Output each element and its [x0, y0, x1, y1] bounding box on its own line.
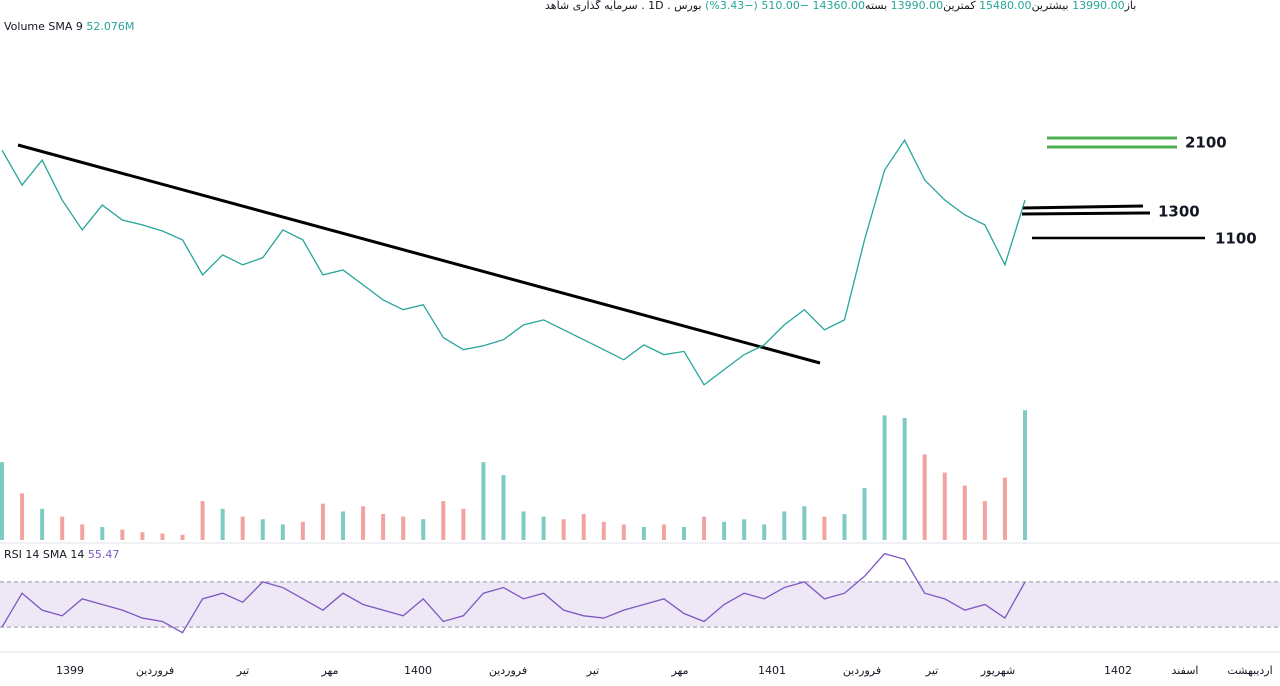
volume-bar	[200, 501, 205, 540]
volume-legend-value: 52.076M	[86, 20, 134, 33]
x-tick-label: 1402	[1104, 664, 1132, 677]
volume-bar	[240, 516, 245, 540]
volume-bar	[1002, 477, 1007, 540]
x-tick-label: 1400	[404, 664, 432, 677]
volume-bar	[942, 472, 947, 540]
trendline	[17, 143, 821, 365]
volume-bar	[802, 506, 807, 540]
volume-bar	[60, 516, 65, 540]
x-tick-label: تیر	[925, 664, 938, 677]
volume-bar	[461, 508, 466, 540]
rsi-legend-name: RSI 14 SMA 14	[4, 548, 84, 561]
x-tick-label: تیر	[586, 664, 599, 677]
volume-bar	[300, 521, 305, 540]
volume-bar	[381, 514, 386, 540]
x-tick-label: شهریور	[980, 664, 1015, 677]
volume-bar	[702, 516, 707, 540]
volume-bar	[902, 417, 907, 540]
volume-bar	[621, 524, 626, 540]
x-tick-label: فروردین	[489, 664, 527, 677]
x-tick-label: فروردین	[136, 664, 174, 677]
volume-bar	[20, 493, 25, 540]
volume-bar	[822, 516, 827, 540]
volume-bar	[180, 534, 185, 540]
volume-bar	[601, 521, 606, 540]
low-label: کمترین	[943, 0, 976, 12]
volume-bar	[541, 516, 546, 540]
x-tick-label: مهر	[670, 664, 688, 677]
volume-bar	[862, 488, 867, 540]
level-label: 2100	[1185, 134, 1227, 152]
x-tick-label: 1399	[56, 664, 84, 677]
level-label: 1300	[1158, 203, 1200, 221]
symbol: بورس . 1D . سرمایه گذاری شاهد	[545, 0, 702, 12]
volume-bar	[341, 511, 345, 540]
volume-bar	[581, 514, 586, 540]
header: باز13990.00 بیشترین15480.00 کمترین13990.…	[545, 0, 1136, 12]
volume-bar	[501, 475, 506, 540]
volume-bar	[982, 501, 987, 540]
rsi-band	[0, 581, 1280, 628]
volume-bar	[280, 524, 285, 540]
volume-bar	[882, 415, 887, 540]
volume-bar	[561, 519, 566, 540]
x-tick-label: تیر	[236, 664, 249, 677]
volume-bar	[521, 511, 526, 540]
close-label: بسته	[865, 0, 887, 12]
volume-bar	[742, 519, 747, 540]
close: 14360.00	[813, 0, 866, 12]
volume-legend-name: Volume SMA 9	[4, 20, 83, 33]
open: 13990.00	[1072, 0, 1125, 12]
volume-bar	[962, 485, 967, 540]
high-label: بیشترین	[1032, 0, 1069, 12]
volume-bar	[722, 521, 727, 540]
x-tick-label: فروردین	[843, 664, 881, 677]
price-line	[1, 138, 1026, 386]
volume-bar	[220, 508, 225, 540]
open-label: باز	[1124, 0, 1137, 12]
volume-bar	[1023, 410, 1027, 540]
volume-bar	[641, 527, 646, 540]
x-tick-label: مهر	[320, 664, 338, 677]
volume-bar	[401, 516, 406, 540]
volume-bar	[481, 462, 486, 540]
volume-bar	[100, 527, 105, 540]
rsi-line	[1, 552, 1026, 634]
x-tick-label: 1401	[758, 664, 786, 677]
level-label: 1100	[1215, 230, 1257, 248]
volume-bar	[762, 524, 767, 540]
high: 15480.00	[979, 0, 1032, 12]
volume-bar	[682, 527, 686, 540]
volume-bar	[0, 462, 4, 540]
volume-legend: Volume SMA 9 52.076M	[4, 20, 134, 33]
volume-bar	[160, 533, 165, 540]
volume-bar	[661, 524, 666, 540]
volume-bar	[782, 511, 787, 540]
rsi-legend-value: 55.47	[88, 548, 120, 561]
level-line	[1021, 211, 1151, 216]
x-tick-label: اردیبهشت	[1227, 664, 1272, 677]
level-line	[1021, 204, 1144, 210]
volume-bar	[40, 508, 45, 540]
change: −510.00	[761, 0, 809, 12]
volume-bar	[922, 454, 927, 540]
rsi-legend: RSI 14 SMA 14 55.47	[4, 548, 119, 561]
volume-bar	[842, 514, 847, 540]
volume-bar	[361, 506, 366, 540]
x-tick-label: اسفند	[1172, 664, 1199, 677]
volume-bar	[80, 524, 85, 540]
volume-bar	[421, 519, 426, 540]
volume-bar	[140, 532, 145, 540]
volume-bar	[120, 529, 125, 540]
volume-bar	[320, 503, 325, 540]
change-pct: (−3.43%)	[705, 0, 758, 12]
volume-bar	[441, 501, 446, 540]
volume-bar	[260, 519, 265, 540]
low: 13990.00	[891, 0, 944, 12]
